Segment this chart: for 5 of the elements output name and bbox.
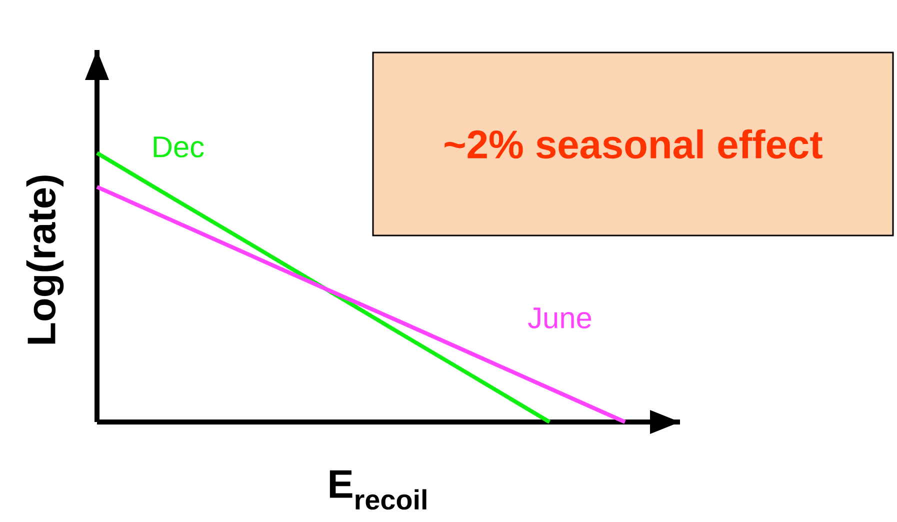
y-axis-title: Log(rate) [26,176,64,344]
annotation: ~2% seasonal effect [444,129,822,159]
series-label: June [528,308,592,328]
x-axis-title: E$_{recoil}$ [330,470,426,510]
series-label: Dec [154,136,204,158]
